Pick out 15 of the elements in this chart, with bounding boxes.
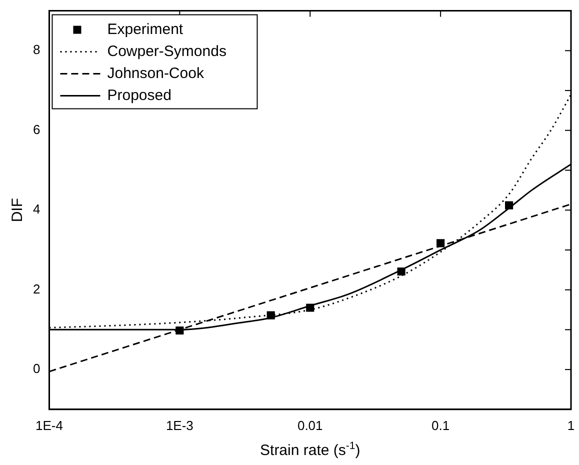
x-tick-label: 1E-4 — [35, 418, 63, 433]
y-tick-label: 0 — [32, 361, 40, 376]
legend-label: Cowper-Symonds — [107, 42, 226, 60]
y-tick-label: 6 — [32, 122, 40, 137]
y-tick-label: 2 — [32, 281, 40, 296]
y-tick-label: 4 — [32, 202, 40, 217]
y-tick-label: 8 — [32, 42, 40, 58]
legend-label: Proposed — [107, 86, 172, 104]
y-axis-title: DIF — [9, 198, 26, 222]
x-tick-label: 0.01 — [297, 418, 323, 433]
legend-label: Experiment — [107, 20, 184, 38]
x-tick-label: 1 — [567, 418, 575, 433]
legend-label: Johnson-Cook — [107, 64, 204, 82]
x-tick-label: 0.1 — [432, 418, 450, 433]
x-tick-label: 1E-3 — [166, 418, 194, 433]
